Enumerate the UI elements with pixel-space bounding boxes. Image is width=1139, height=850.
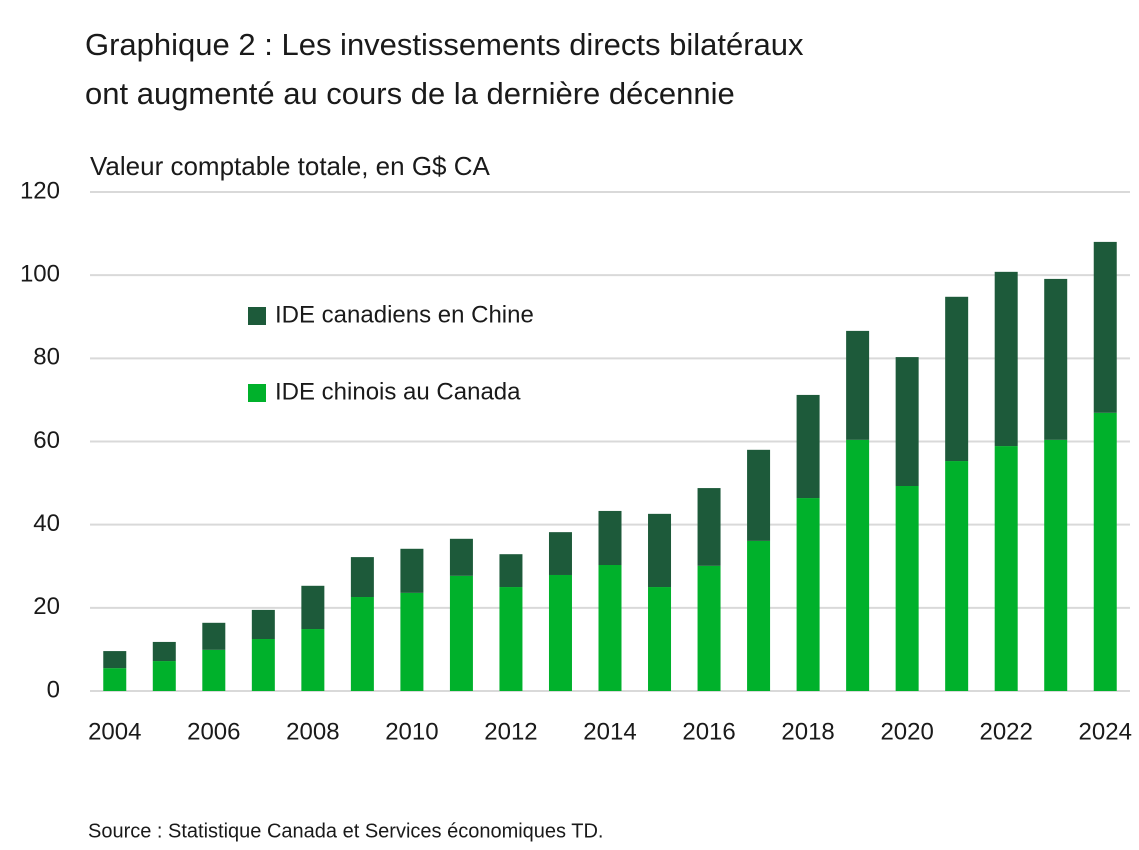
bar-segment (400, 548, 424, 593)
bar-segment (895, 485, 919, 691)
bar-segment (301, 629, 325, 691)
y-tick-label: 100 (20, 261, 60, 288)
source-note: Source : Statistique Canada et Services … (88, 820, 603, 842)
bar-segment (846, 330, 870, 440)
bar-segment (301, 585, 325, 630)
x-tick-label: 2006 (187, 718, 240, 745)
bar-segment (1093, 241, 1117, 413)
bar-segment (697, 488, 721, 566)
bar-segment (598, 510, 622, 566)
bar-segment (796, 394, 820, 499)
bar-segment (697, 565, 721, 691)
bar-segment (350, 557, 374, 598)
bar-segment (1044, 439, 1068, 691)
chart-title: Graphique 2 : Les investissements direct… (85, 27, 804, 62)
legend-label: IDE chinois au Canada (275, 378, 521, 405)
bar-segment (548, 574, 572, 691)
x-tick-label: 2016 (682, 718, 735, 745)
bar-segment (598, 565, 622, 691)
x-tick-label: 2018 (781, 718, 834, 745)
bar-segment (1093, 412, 1117, 691)
legend-swatch (248, 307, 266, 325)
bar-segment (152, 661, 176, 691)
bar-segment (400, 592, 424, 691)
x-tick-label: 2024 (1079, 718, 1132, 745)
bar-segment (846, 439, 870, 691)
x-tick-label: 2010 (385, 718, 438, 745)
bar-segment (648, 513, 672, 588)
x-tick-label: 2022 (979, 718, 1032, 745)
bar-segment (648, 587, 672, 691)
y-tick-label: 40 (33, 510, 60, 537)
bar-segment (1044, 278, 1068, 440)
bar-segment (251, 639, 275, 691)
bar-segment (945, 461, 969, 691)
bar-segment (747, 540, 771, 691)
chart-title: ont augmenté au cours de la dernière déc… (85, 76, 735, 111)
y-tick-label: 20 (33, 593, 60, 620)
bar-segment (499, 554, 523, 588)
chart-subtitle: Valeur comptable totale, en G$ CA (90, 151, 491, 181)
bar-segment (796, 498, 820, 691)
legend-swatch (248, 384, 266, 402)
bar-segment (202, 649, 226, 691)
bar-segment (994, 446, 1018, 691)
x-tick-label: 2008 (286, 718, 339, 745)
bar-segment (945, 296, 969, 462)
y-tick-label: 60 (33, 427, 60, 454)
bar-segment (895, 357, 919, 486)
bar-segment (449, 575, 473, 691)
bar-segment (251, 609, 275, 640)
bar-segment (350, 597, 374, 691)
bar-segment (103, 668, 127, 691)
bar-segment (202, 622, 226, 650)
y-tick-label: 0 (47, 676, 60, 703)
bar-segment (747, 449, 771, 541)
x-tick-label: 2012 (484, 718, 537, 745)
x-tick-label: 2004 (88, 718, 141, 745)
bar-segment (152, 641, 176, 662)
y-tick-label: 80 (33, 344, 60, 371)
bar-segment (449, 538, 473, 576)
y-tick-label: 120 (20, 177, 60, 204)
x-tick-label: 2014 (583, 718, 636, 745)
legend-label: IDE canadiens en Chine (275, 301, 534, 328)
bar-segment (994, 271, 1018, 447)
x-tick-label: 2020 (880, 718, 933, 745)
bar-segment (499, 587, 523, 691)
bar-segment (103, 651, 127, 669)
bar-segment (548, 532, 572, 575)
